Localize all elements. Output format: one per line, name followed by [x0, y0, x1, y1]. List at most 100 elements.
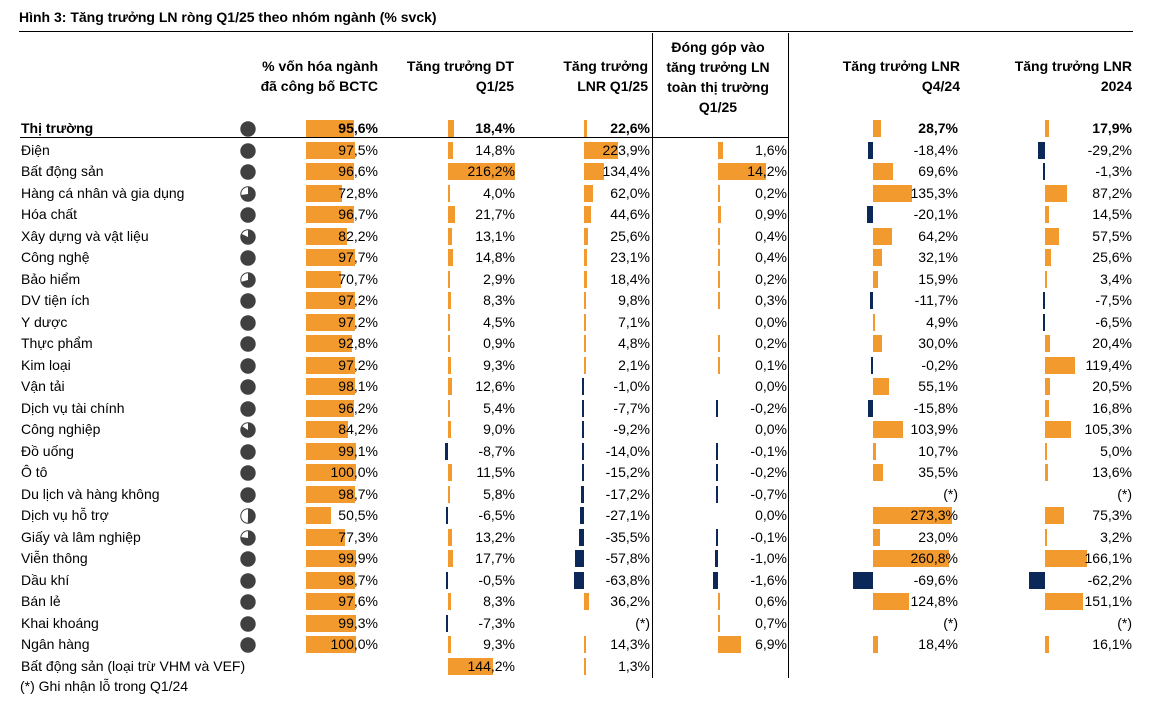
cell-value: 10,7%: [918, 442, 958, 459]
cell-value: -1,6%: [750, 571, 787, 588]
cell-value: 100,0%: [330, 636, 378, 652]
cell-y24: 25,6%: [935, 247, 1132, 269]
cell-y24: 3,4%: [935, 269, 1132, 291]
value-bar: [873, 550, 949, 567]
figure-title: Hình 3: Tăng trưởng LN ròng Q1/25 theo n…: [19, 9, 437, 25]
value-bar: [873, 163, 894, 180]
value-bar: [306, 313, 355, 331]
cell-value: 151,1%: [1084, 593, 1132, 609]
cell-value: 105,3%: [1084, 421, 1132, 437]
cell-value: 1,6%: [755, 141, 787, 158]
coverage-pie-icon: [240, 529, 256, 546]
table-row: Hóa chất 96,7% 21,7% 44,6% 0,9% -20,1% 14,5%: [0, 204, 1151, 226]
value-bar: [584, 141, 618, 159]
value-bar: [873, 507, 953, 524]
sector-name: Du lịch và hàng không: [21, 485, 160, 502]
value-bar: [448, 206, 455, 223]
cell-q4: -11,7%: [763, 290, 958, 312]
cell-value: 0,0%: [755, 507, 787, 523]
cell-q4: -69,6%: [763, 570, 958, 592]
cell-value: 12,6%: [475, 378, 515, 394]
cell-value: -8,7%: [478, 442, 515, 459]
value-bar: [306, 335, 353, 352]
value-bar: [448, 593, 451, 610]
cell-value: 216,2%: [467, 163, 515, 179]
coverage-pie-icon: [240, 422, 256, 438]
coverage-pie-icon: [240, 379, 256, 395]
value-bar: [868, 399, 873, 417]
cell-rev: 21,7%: [338, 204, 515, 226]
cell-cap: 96,7%: [196, 204, 378, 226]
cell-value: 3,2%: [1100, 528, 1132, 545]
cell-y24: 17,9%: [935, 118, 1132, 140]
cell-y24: 20,5%: [935, 376, 1132, 398]
table-row: Du lịch và hàng không 98,7% 5,8% -17,2% -0,7…: [0, 484, 1151, 506]
cell-q4: (*): [763, 613, 958, 635]
value-bar: [306, 184, 343, 202]
cell-value: 99,3%: [338, 614, 378, 631]
cell-value: 144,2%: [467, 657, 515, 674]
cell-q4: 64,2%: [763, 226, 958, 248]
cell-value: -0,2%: [750, 464, 787, 480]
value-bar: [873, 378, 889, 395]
value-bar: [584, 593, 590, 610]
value-bar: [873, 593, 910, 610]
cell-value: 166,1%: [1084, 550, 1132, 566]
sector-name: Bán lẻ: [21, 593, 61, 609]
cell-value: 84,2%: [338, 421, 378, 437]
cell-value: 103,9%: [910, 421, 958, 437]
value-bar: [584, 206, 591, 223]
cell-rev: 14,8%: [338, 247, 515, 269]
cell-value: 69,6%: [918, 163, 958, 179]
value-bar: [448, 378, 452, 395]
table-row: Kim loại 97,2% 9,3% 2,1% 0,1% -0,2% 119,4%: [0, 355, 1151, 377]
cell-lnr: 44,6%: [474, 204, 650, 226]
value-bar: [306, 636, 356, 653]
cell-q4: -18,4%: [763, 140, 958, 162]
value-bar: [306, 249, 355, 266]
value-bar: [448, 421, 451, 438]
cell-q4: 103,9%: [763, 419, 958, 441]
value-bar: [584, 227, 588, 245]
cell-cap: 97,5%: [196, 140, 378, 162]
value-bar: [584, 184, 594, 202]
table-row: Dịch vụ tài chính 96,2% 5,4% -7,7% -0,2% -15,…: [0, 398, 1151, 420]
value-bar: [448, 163, 516, 180]
cell-cap: 77,3%: [196, 527, 378, 549]
cell-lnr: (*): [474, 613, 650, 635]
cell-value: -0,2%: [750, 399, 787, 416]
cell-cap: 98,1%: [196, 376, 378, 398]
cell-lnr: 25,6%: [474, 226, 650, 248]
cell-value: 0,4%: [755, 227, 787, 244]
cell-value: 55,1%: [918, 378, 958, 394]
cell-q4: -0,2%: [763, 355, 958, 377]
cell-value: 4,8%: [618, 335, 650, 351]
coverage-pie-icon: [240, 486, 256, 503]
cell-rev: 2,9%: [338, 269, 515, 291]
value-bar: [574, 571, 584, 589]
cell-q4: 23,0%: [763, 527, 958, 549]
cell-y24: 16,1%: [935, 634, 1132, 656]
value-bar: [448, 636, 451, 653]
cell-value: -9,2%: [613, 421, 650, 437]
value-bar: [718, 292, 720, 309]
cell-y24: 16,8%: [935, 398, 1132, 420]
cell-lnr: -57,8%: [474, 548, 650, 570]
cell-value: -0,1%: [750, 442, 787, 459]
cell-q4: 30,0%: [763, 333, 958, 355]
value-bar: [1045, 356, 1075, 374]
cell-cap: 72,8%: [196, 183, 378, 205]
value-bar: [582, 421, 584, 438]
cell-value: -15,8%: [913, 399, 958, 416]
cell-cap: 98,7%: [196, 484, 378, 506]
sector-name: Hóa chất: [21, 206, 78, 222]
sector-name: Viễn thông: [21, 550, 88, 566]
cell-rev: 18,4%: [338, 118, 515, 140]
cell-value: -0,5%: [478, 571, 515, 588]
cell-value: -57,8%: [605, 550, 650, 566]
cell-value: -35,5%: [605, 528, 650, 545]
sector-name: Dịch vụ hỗ trợ: [21, 507, 109, 523]
cell-value: 18,4%: [918, 636, 958, 652]
cell-y24: 87,2%: [935, 183, 1132, 205]
cell-value: 6,9%: [755, 636, 787, 652]
